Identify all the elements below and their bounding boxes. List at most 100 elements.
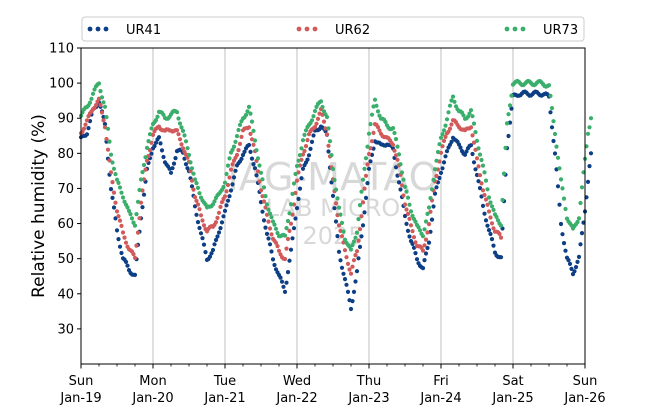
data-point: [210, 247, 216, 253]
data-point: [443, 123, 448, 128]
data-point: [260, 177, 265, 182]
data-point: [428, 196, 433, 201]
data-point: [422, 258, 427, 263]
data-point: [245, 109, 250, 114]
data-point: [579, 185, 585, 190]
data-point: [401, 193, 406, 198]
data-point: [440, 144, 445, 149]
data-point: [498, 255, 504, 260]
data-point: [350, 299, 355, 304]
data-point: [218, 204, 223, 209]
data-point: [140, 170, 145, 175]
data-point: [128, 212, 133, 217]
data-point: [575, 259, 580, 264]
legend-marker: [512, 26, 518, 32]
data-point: [561, 196, 567, 201]
data-point: [356, 238, 361, 243]
data-point: [126, 208, 132, 213]
data-point: [431, 204, 436, 209]
data-point: [468, 143, 474, 148]
data-point: [405, 211, 411, 216]
data-point: [230, 162, 235, 167]
data-point: [149, 151, 154, 156]
data-point: [552, 131, 558, 137]
data-point: [270, 257, 276, 262]
data-point: [464, 149, 469, 154]
data-point: [429, 187, 435, 192]
data-point: [249, 156, 255, 161]
data-point: [332, 206, 337, 211]
data-point: [471, 160, 477, 165]
data-point: [161, 154, 166, 160]
data-point: [144, 158, 150, 163]
data-point: [177, 137, 183, 142]
data-point: [437, 175, 442, 181]
data-point: [438, 135, 444, 140]
y-tick-label: 90: [57, 112, 74, 127]
data-point: [89, 96, 94, 101]
data-point: [183, 162, 189, 167]
x-gridlines: [152, 48, 514, 364]
data-point: [254, 148, 259, 153]
data-point: [507, 103, 513, 108]
data-point: [251, 162, 256, 167]
data-point: [488, 231, 493, 237]
data-point: [362, 210, 367, 215]
data-point: [114, 177, 120, 182]
data-point: [198, 231, 204, 236]
data-point: [351, 289, 357, 294]
data-point: [473, 130, 478, 135]
data-point: [285, 236, 291, 242]
data-point: [585, 179, 591, 184]
data-point: [354, 269, 360, 274]
data-point: [344, 255, 349, 260]
data-point: [573, 265, 579, 270]
data-point: [293, 216, 298, 221]
data-point: [356, 256, 361, 261]
data-point: [179, 125, 184, 130]
data-point: [470, 133, 475, 138]
data-point: [275, 230, 280, 236]
data-point: [143, 155, 148, 160]
data-point: [180, 146, 186, 151]
data-point: [137, 187, 142, 193]
data-point: [309, 118, 315, 123]
data-point: [228, 188, 234, 193]
data-point: [326, 149, 331, 154]
data-point: [396, 180, 402, 185]
data-point: [402, 213, 408, 219]
data-point: [153, 118, 159, 123]
x-tick-date: Jan-19: [59, 391, 101, 406]
data-point: [576, 216, 582, 221]
data-point: [428, 209, 433, 214]
data-point: [147, 148, 153, 153]
x-tick-day: Tue: [213, 374, 236, 389]
data-point: [93, 103, 99, 108]
data-point: [425, 230, 430, 235]
data-point: [374, 103, 379, 108]
data-point: [188, 160, 193, 165]
data-point: [485, 223, 490, 228]
data-point: [185, 146, 190, 151]
data-point: [197, 225, 202, 231]
data-point: [329, 153, 334, 158]
data-point: [84, 118, 90, 123]
data-point: [330, 193, 336, 198]
data-point: [96, 81, 102, 86]
data-point: [117, 185, 123, 190]
data-point: [435, 149, 441, 155]
data-point: [273, 226, 279, 231]
data-point: [189, 184, 195, 189]
data-point: [405, 195, 411, 200]
data-point: [174, 128, 180, 133]
data-point: [191, 187, 196, 192]
data-point: [563, 248, 568, 253]
data-point: [287, 211, 292, 216]
data-point: [246, 104, 252, 109]
data-point: [345, 261, 351, 266]
data-point: [120, 195, 126, 200]
data-point: [336, 205, 342, 210]
data-point: [132, 272, 138, 277]
data-point: [402, 184, 408, 189]
data-point: [227, 194, 232, 199]
